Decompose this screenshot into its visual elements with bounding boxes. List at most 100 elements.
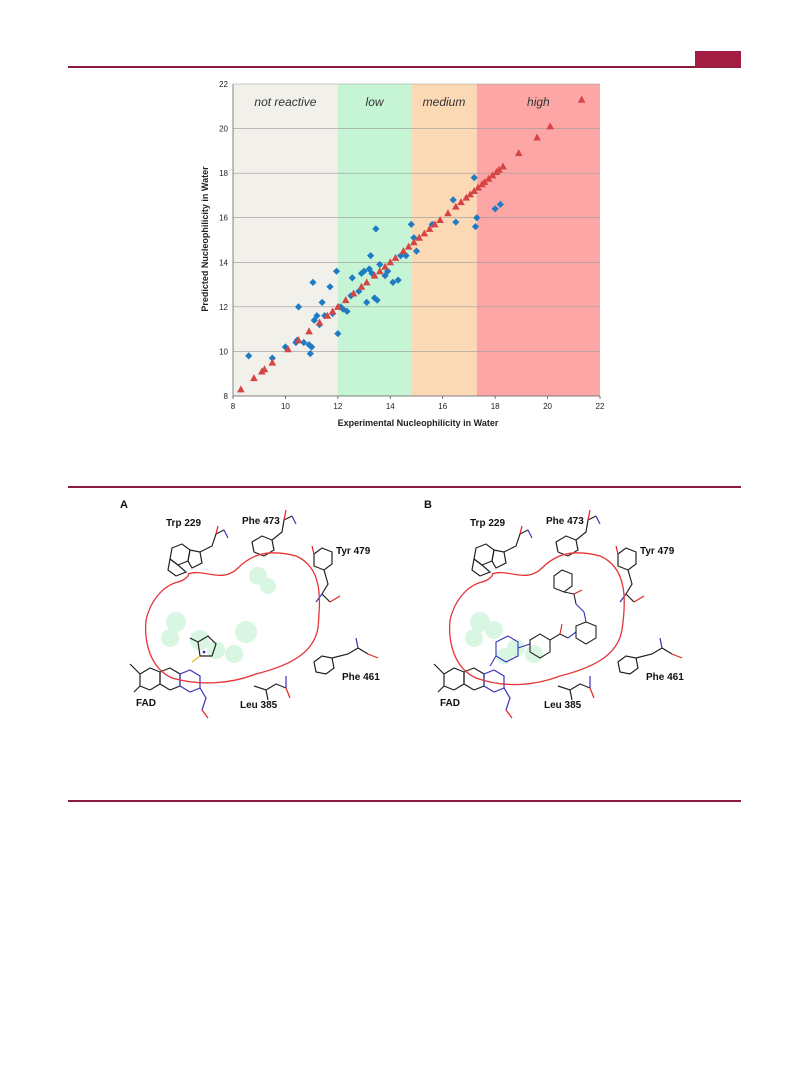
bottom-rule	[68, 800, 741, 802]
residue-label-leu385: Leu 385	[240, 700, 278, 711]
diamond-point	[407, 220, 415, 228]
trp229-structure-b	[471, 525, 533, 577]
triangle-point	[457, 198, 465, 206]
triangle-point	[404, 242, 413, 250]
phe473-structure	[251, 509, 297, 557]
trp229-structure	[167, 525, 229, 577]
triangle-point	[420, 229, 429, 237]
scatter-chart: not reactive low medium high 8 10 12 14 16 18 20 2…	[200, 80, 605, 428]
triangle-point	[323, 311, 332, 319]
residue-label-trp229-b: Trp 229	[470, 518, 505, 529]
x-tick-label: 22	[596, 402, 605, 411]
triangle-point	[577, 95, 586, 103]
y-tick-label: 16	[219, 214, 228, 223]
top-rule	[68, 66, 741, 68]
triangle-point	[349, 289, 358, 297]
residue-label-phe461-b: Phe 461	[646, 672, 684, 683]
middle-rule	[68, 486, 741, 488]
diamond-point	[326, 283, 334, 291]
triangle-point	[436, 215, 444, 223]
diamond-point	[449, 196, 457, 204]
y-tick-label: 8	[224, 392, 229, 401]
triangle-point	[495, 165, 503, 173]
y-tick-label: 22	[219, 80, 228, 89]
triangle-point	[533, 133, 541, 141]
triangle-point	[470, 186, 478, 194]
chart-points	[237, 95, 586, 393]
diamond-point	[491, 205, 499, 213]
phe461-structure-b	[617, 637, 683, 675]
panel-a: A Trp 229 Phe 473 Tyr 479	[120, 499, 380, 719]
diamond-point	[496, 200, 504, 208]
diamond-point	[306, 350, 314, 358]
y-tick-label: 20	[219, 125, 228, 134]
residue-label-fad: FAD	[136, 698, 156, 709]
triangle-point	[415, 233, 423, 241]
tyr479-structure-b	[615, 545, 645, 603]
triangle-point	[452, 202, 460, 210]
triangle-point	[444, 209, 452, 217]
triangle-point	[466, 190, 475, 198]
triangle-point	[386, 258, 395, 266]
region-label: not reactive	[254, 95, 316, 109]
x-axis-label: Experimental Nucleophilicity in Water	[338, 418, 499, 428]
region-label: low	[366, 95, 385, 109]
triangle-point	[250, 374, 258, 382]
pocket-outline-b	[448, 552, 625, 686]
diamond-point	[470, 174, 478, 182]
diamond-point	[473, 214, 481, 222]
triangle-point	[334, 302, 342, 310]
panel-a-label: A	[120, 499, 128, 511]
pocket-surface	[161, 567, 276, 663]
x-tick-label: 20	[543, 402, 552, 411]
diamond-point	[412, 247, 421, 255]
triangle-point	[362, 278, 371, 286]
region-band	[476, 84, 600, 396]
triangle-point	[484, 174, 493, 182]
diamond-point	[268, 354, 276, 362]
triangle-point	[546, 122, 554, 130]
triangle-point	[260, 365, 269, 373]
diamond-point	[355, 287, 363, 295]
triangle-point	[480, 178, 489, 186]
triangle-point	[399, 247, 408, 255]
y-axis-label: Predicted Nucleophilicity in Water	[200, 166, 210, 312]
region-label: high	[527, 95, 550, 109]
triangle-point	[294, 336, 303, 344]
triangle-point	[376, 267, 384, 275]
band-labels: not reactive low medium high	[254, 95, 550, 109]
triangle-point	[431, 220, 439, 228]
triangle-point	[488, 171, 497, 179]
diamond-point	[376, 260, 384, 269]
pocket-outline	[144, 552, 321, 684]
ligand-a	[189, 635, 217, 663]
diamond-point	[372, 225, 380, 233]
y-tick-label: 12	[219, 303, 228, 312]
triangle-point	[425, 224, 434, 232]
diamond-point	[452, 218, 460, 226]
triangle-point	[514, 149, 523, 157]
triangle-point	[237, 385, 245, 393]
panel-b: B Trp 229 Phe 473 Tyr 479 Phe 461	[424, 499, 684, 719]
residue-label-tyr479-b: Tyr 479	[640, 546, 675, 557]
diamond-point	[245, 352, 253, 360]
triangle-point	[268, 358, 277, 366]
triangle-point	[462, 193, 471, 201]
diamond-point	[310, 316, 318, 324]
diamond-point	[300, 338, 308, 347]
residue-label-phe473-b: Phe 473	[546, 516, 584, 527]
leu385-structure-b	[557, 676, 595, 701]
residue-label-fad-b: FAD	[440, 698, 460, 709]
residue-label-tyr479: Tyr 479	[336, 546, 371, 557]
y-tick-label: 18	[219, 169, 228, 178]
triangle-point	[315, 318, 324, 326]
diamond-point	[367, 252, 375, 260]
x-tick-label: 8	[231, 402, 236, 411]
chart-axes	[232, 84, 600, 397]
x-tick-label: 10	[281, 402, 290, 411]
binding-site-figure: A Trp 229 Phe 473 Tyr 479	[120, 499, 684, 719]
x-tick-label: 16	[438, 402, 447, 411]
x-tick-label: 18	[491, 402, 500, 411]
header-corner-tab	[695, 51, 741, 67]
triangle-point	[474, 183, 482, 191]
